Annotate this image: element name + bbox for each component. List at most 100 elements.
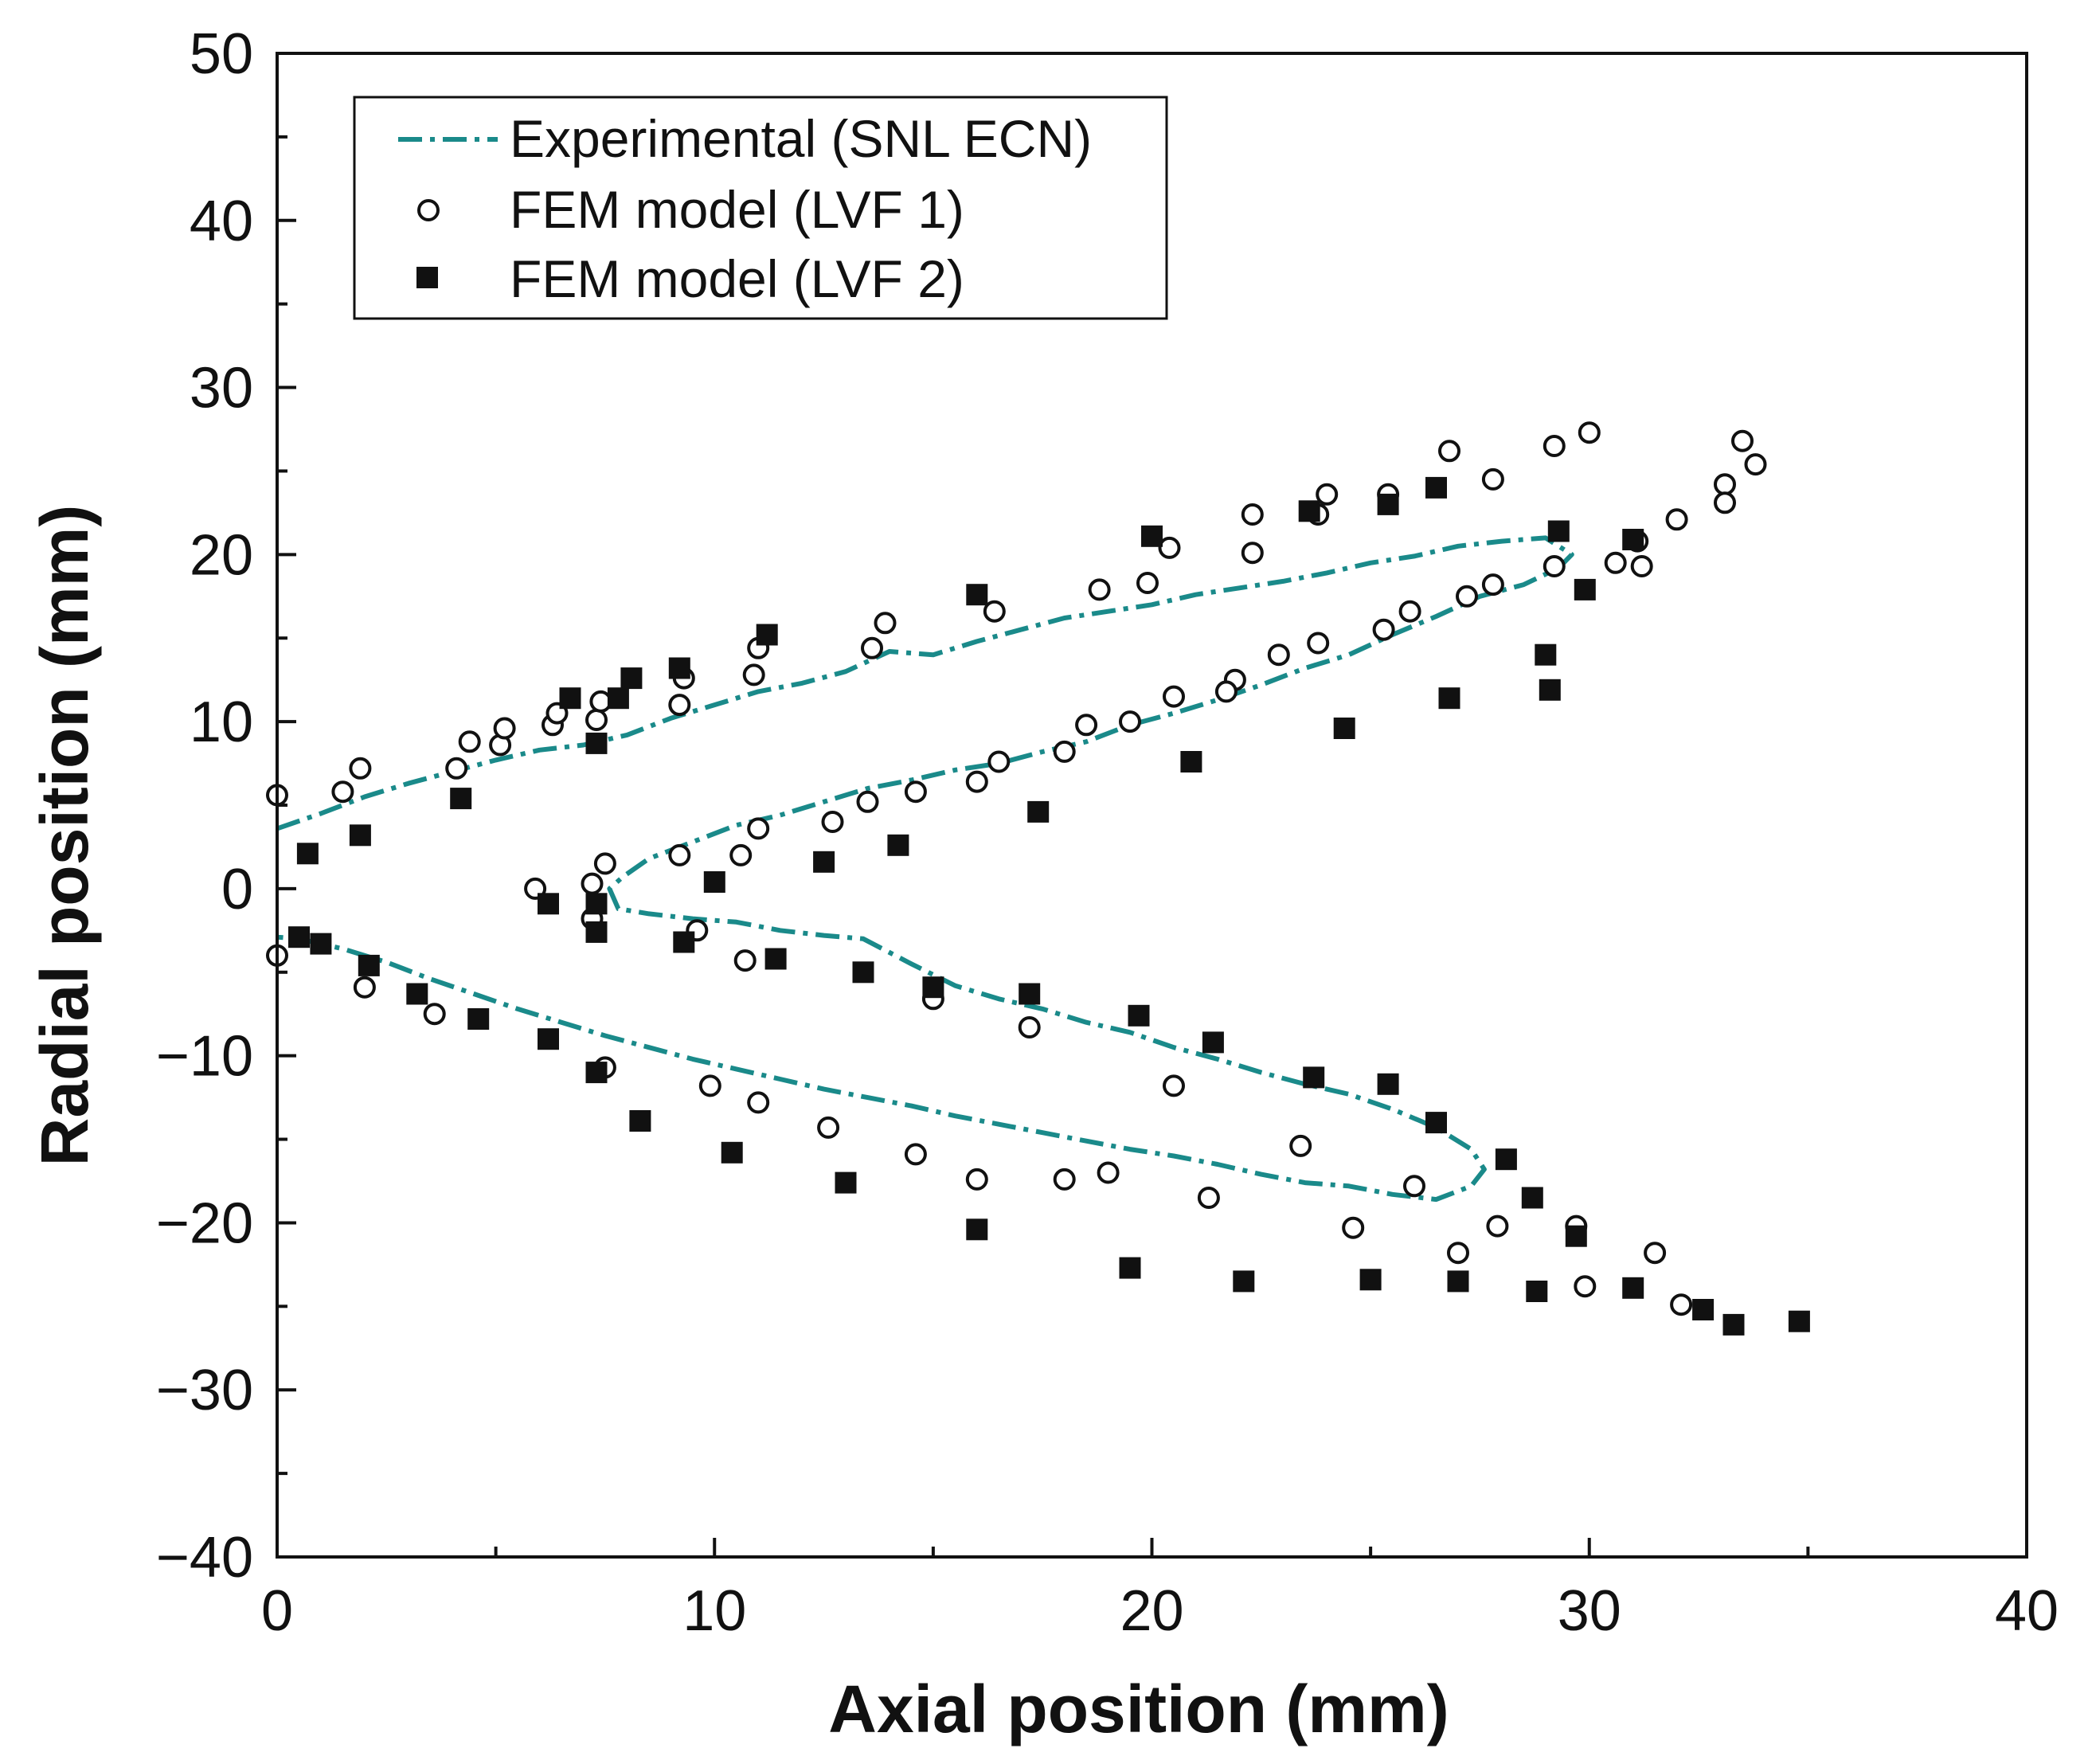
lvf1-point bbox=[904, 780, 927, 804]
lvf2-point bbox=[673, 931, 695, 953]
lvf2-point bbox=[1722, 1313, 1745, 1336]
lvf2-point bbox=[1692, 1299, 1715, 1320]
lvf2-point bbox=[1377, 1073, 1399, 1095]
lvf2-point bbox=[966, 1218, 988, 1241]
lvf2-point bbox=[1535, 643, 1557, 666]
lvf1-point bbox=[1342, 1216, 1365, 1239]
legend-lvf1-marker bbox=[417, 199, 440, 221]
lvf1-point bbox=[1197, 1187, 1220, 1209]
y-tick-label: 20 bbox=[190, 523, 253, 587]
lvf1-point bbox=[1241, 542, 1264, 565]
lvf2-point bbox=[1202, 1031, 1224, 1054]
lvf2-point bbox=[922, 976, 944, 999]
lvf2-point bbox=[585, 1062, 608, 1084]
lvf2-point bbox=[1298, 500, 1320, 522]
lvf2-point bbox=[1788, 1310, 1810, 1332]
lvf2-point bbox=[1119, 1257, 1141, 1279]
lvf2-point bbox=[1425, 476, 1447, 499]
lvf2-point bbox=[559, 687, 581, 710]
lvf1-point bbox=[747, 1091, 770, 1114]
x-tick-label: 20 bbox=[1120, 1579, 1183, 1643]
lvf1-point bbox=[1481, 467, 1504, 491]
lvf1-point bbox=[1604, 551, 1627, 574]
lvf1-point bbox=[1665, 508, 1688, 531]
lvf1-point bbox=[581, 872, 604, 895]
x-tick-label: 0 bbox=[261, 1579, 293, 1643]
lvf1-point bbox=[1372, 618, 1395, 641]
lvf1-point bbox=[1644, 1242, 1667, 1265]
lvf1-point bbox=[1053, 1168, 1076, 1191]
lvf1-point bbox=[983, 600, 1006, 623]
lvf2-point bbox=[288, 926, 310, 948]
lvf2-point bbox=[1539, 679, 1561, 701]
lvf2-point bbox=[1622, 529, 1644, 550]
lvf1-point bbox=[1481, 573, 1504, 596]
lvf2-point bbox=[1233, 1270, 1255, 1293]
lvf2-point bbox=[1180, 751, 1202, 772]
lvf1-point bbox=[331, 780, 354, 804]
lvf1-point bbox=[1163, 685, 1185, 708]
lvf2-point bbox=[1377, 493, 1399, 515]
lvf2-point bbox=[1128, 1004, 1150, 1027]
lvf2-point bbox=[887, 834, 909, 856]
lvf1-point bbox=[1403, 1175, 1425, 1198]
lvf1-point bbox=[1630, 555, 1653, 577]
lvf1-point bbox=[1053, 740, 1076, 763]
lvf2-point bbox=[629, 1110, 651, 1132]
lvf1-point bbox=[353, 976, 376, 999]
lvf2-point bbox=[764, 948, 787, 970]
lvf1-point bbox=[698, 1074, 721, 1097]
lvf1-point bbox=[874, 612, 897, 635]
lvf1-point bbox=[1119, 710, 1141, 733]
y-tick-label: −30 bbox=[156, 1359, 253, 1422]
lvf2-point bbox=[406, 983, 428, 1005]
lvf1-point bbox=[1307, 632, 1330, 655]
lvf1-point bbox=[445, 757, 468, 780]
x-tick-label: 10 bbox=[682, 1579, 746, 1643]
lvf1-point bbox=[458, 730, 481, 753]
lvf1-point bbox=[1163, 1074, 1185, 1097]
lvf2-point bbox=[538, 893, 559, 915]
lvf1-point bbox=[1018, 1016, 1041, 1038]
lvf2-point bbox=[1333, 718, 1355, 739]
lvf1-point bbox=[1731, 429, 1754, 452]
x-axis-title: Axial position (mm) bbox=[828, 1672, 1449, 1746]
lvf1-point bbox=[1578, 421, 1601, 444]
y-tick-label: 40 bbox=[190, 190, 253, 253]
lvf2-point bbox=[852, 961, 874, 984]
lvf1-point bbox=[1486, 1214, 1509, 1238]
x-tick-label: 40 bbox=[1995, 1579, 2059, 1643]
lvf1-point bbox=[987, 750, 1011, 773]
lvf2-point bbox=[1359, 1269, 1382, 1291]
legend-lvf2-marker bbox=[416, 267, 438, 288]
lvf2-point bbox=[1303, 1066, 1325, 1089]
legend-label-experimental: Experimental (SNL ECN) bbox=[510, 109, 1092, 168]
x-tick-label: 30 bbox=[1558, 1579, 1621, 1643]
axis-layer: 0 10 20 30 40 −40 −30 −20 −10 0 10 20 30 40 50 bbox=[156, 22, 2059, 1643]
lvf2-point bbox=[358, 954, 380, 976]
y-tick-label: 50 bbox=[190, 22, 253, 86]
lvf1-point bbox=[821, 811, 844, 833]
lvf1-point bbox=[1574, 1275, 1597, 1298]
lvf1-point bbox=[861, 636, 883, 659]
lvf1-point bbox=[589, 690, 612, 713]
lvf2-point bbox=[607, 687, 629, 710]
lvf1-point bbox=[1075, 714, 1098, 737]
lvf1-point bbox=[1097, 1161, 1120, 1184]
lvf2-point bbox=[450, 788, 472, 810]
lvf2-point bbox=[467, 1008, 490, 1030]
lvf2-point bbox=[1438, 687, 1460, 710]
lvf2-point bbox=[1425, 1112, 1447, 1134]
lvf1-point bbox=[1136, 572, 1159, 594]
lvf2-point bbox=[1027, 800, 1050, 823]
lvf2-point bbox=[835, 1171, 857, 1194]
y-tick-label: 30 bbox=[190, 357, 253, 420]
lvf2-point bbox=[1141, 525, 1163, 547]
lvf1-point bbox=[1267, 643, 1290, 667]
lvf1-point bbox=[817, 1116, 840, 1139]
lvf1-point bbox=[1543, 555, 1566, 577]
lvf1-point bbox=[1543, 435, 1566, 457]
lvf2-point bbox=[296, 843, 319, 865]
lvf1-point bbox=[585, 709, 608, 731]
lvf1-point bbox=[1744, 453, 1767, 476]
